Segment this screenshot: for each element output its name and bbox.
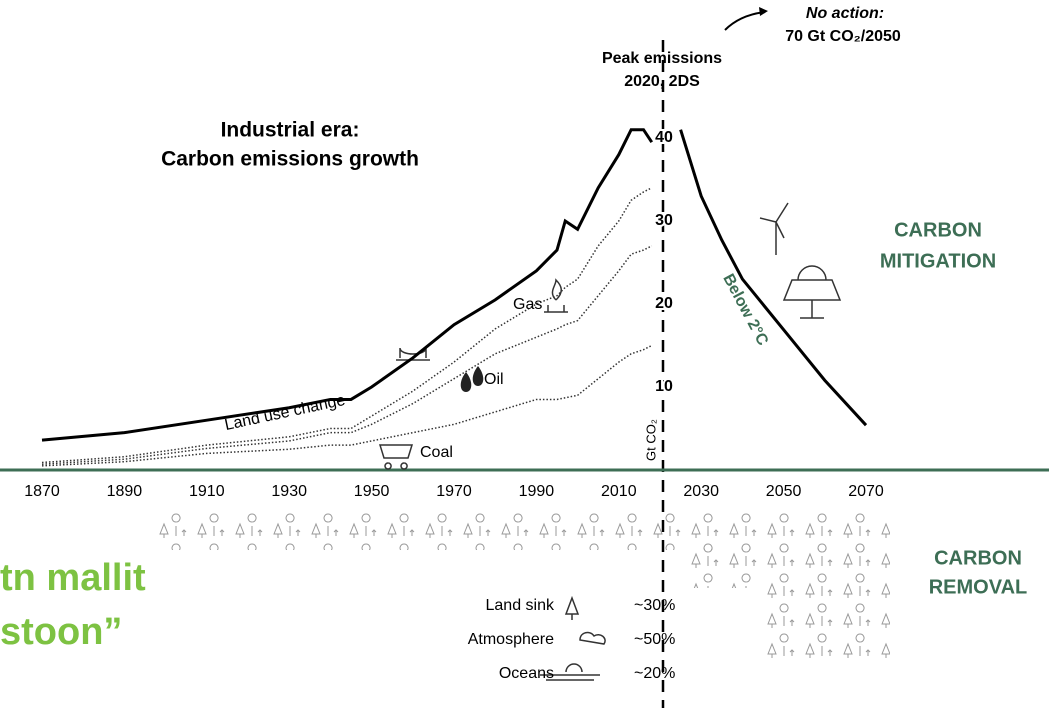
series-line <box>41 128 654 442</box>
title: Industrial era: <box>221 119 360 142</box>
annotation: CARBON <box>894 219 982 241</box>
annotation: Peak emissions <box>602 50 722 67</box>
arrow-head <box>759 7 768 16</box>
annotation: CARBON <box>934 547 1022 569</box>
series-line <box>41 187 653 464</box>
sink-name: Oceans <box>499 665 554 682</box>
x-tick-label: 2070 <box>848 483 884 500</box>
x-tick-label: 1950 <box>354 483 390 500</box>
x-tick-label: 2010 <box>601 483 637 500</box>
sink-name: Land sink <box>486 597 555 614</box>
annotation: 70 Gt CO₂/2050 <box>785 28 901 45</box>
y-tick-label: 40 <box>655 129 673 146</box>
sink-value: ~20% <box>634 665 675 682</box>
y-tick-label: 10 <box>655 378 673 395</box>
y-axis-label: Gt CO₂ <box>643 419 658 461</box>
coal-cart <box>378 444 414 470</box>
wind-turbine <box>759 202 789 255</box>
x-tick-label: 2030 <box>683 483 719 500</box>
x-tick-label: 1870 <box>24 483 60 500</box>
y-tick-label: 30 <box>655 212 673 229</box>
oceans-icon <box>540 663 600 681</box>
annotation: REMOVAL <box>929 576 1028 598</box>
atmosphere-icon <box>579 631 606 645</box>
x-tick-label: 1890 <box>107 483 143 500</box>
x-tick-label: 1910 <box>189 483 225 500</box>
sink-name: Atmosphere <box>468 631 554 648</box>
title: Carbon emissions growth <box>161 148 419 171</box>
x-tick-label: 1930 <box>271 483 307 500</box>
series-label: Coal <box>420 444 453 461</box>
tree-band <box>760 588 890 658</box>
annotation: No action: <box>806 5 884 22</box>
annotation: 2020, 2DS <box>624 73 700 90</box>
overlay-text: tn mallit <box>0 557 146 599</box>
gas-flame <box>544 278 568 313</box>
arrow <box>724 11 766 31</box>
stump <box>396 347 430 361</box>
projection-line <box>679 129 868 427</box>
sink-value: ~50% <box>634 631 675 648</box>
oil-drops <box>460 366 484 392</box>
x-tick-label: 1970 <box>436 483 472 500</box>
series-line <box>41 344 653 467</box>
series-label: Oil <box>484 371 504 388</box>
x-tick-label: 2050 <box>766 483 802 500</box>
land-sink-icon <box>564 595 580 620</box>
series-label: Gas <box>513 296 542 313</box>
annotation: MITIGATION <box>880 250 996 272</box>
solar-panel <box>782 265 842 319</box>
overlay-text: stoon” <box>0 611 122 653</box>
tree-band <box>150 508 890 550</box>
sink-value: ~30% <box>634 597 675 614</box>
x-tick-label: 1990 <box>519 483 555 500</box>
tree-band <box>690 548 890 588</box>
y-tick-label: 20 <box>655 295 673 312</box>
series-label: Land use change <box>223 392 347 434</box>
